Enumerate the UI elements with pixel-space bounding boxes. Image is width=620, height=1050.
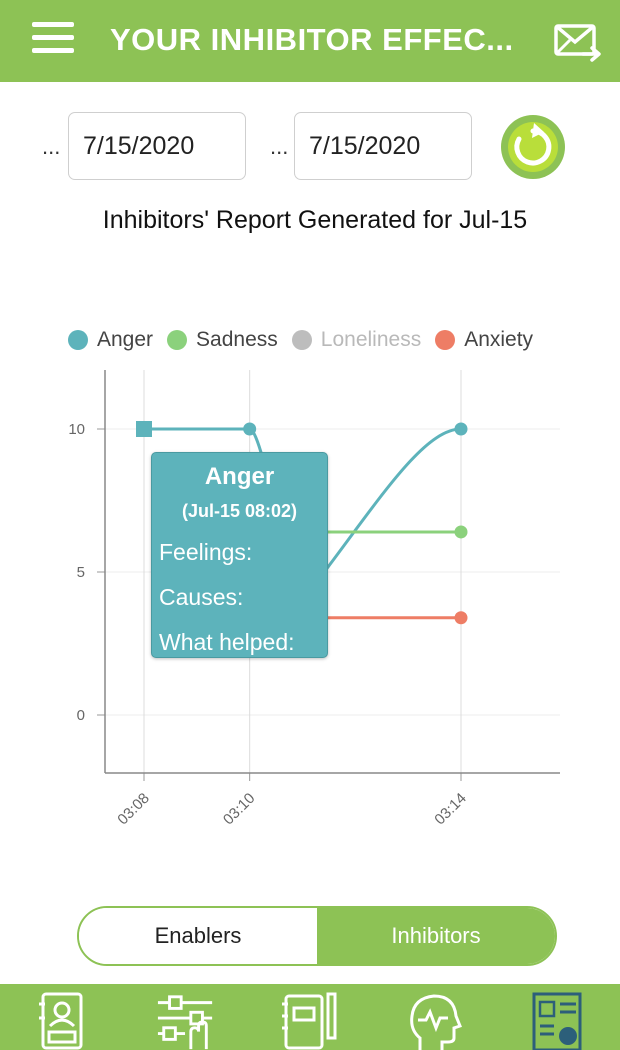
y-tick-label-2: 10 [68,421,85,438]
report-title: Inhibitors' Report Generated for Jul-15 [102,206,528,234]
legend-item-anger[interactable]: Anger [68,328,153,352]
report-chart-icon [532,992,582,1050]
mail-forward-icon[interactable] [553,20,603,64]
date-range-row: ... ... [0,112,620,182]
enablers-tab[interactable]: Enablers [79,908,317,964]
series-point-sadness-1 [454,525,468,539]
app-header: YOUR INHIBITOR EFFEC... [0,0,620,82]
x-tick-label-1: 03:10 [220,790,259,829]
x-tick-label-2: 03:14 [431,790,470,829]
legend-item-sadness[interactable]: Sadness [167,328,278,352]
legend-item-loneliness[interactable]: Loneliness [291,328,422,352]
page-title: YOUR INHIBITOR EFFEC... [110,22,514,57]
legend-dot-anger [68,330,88,350]
legend-dot-anxiety [435,330,456,350]
enablers-inhibitors-toggle: Enablers Inhibitors [77,906,557,966]
y-tick-label-1: 5 [77,564,85,581]
nav-contacts[interactable] [32,984,92,1050]
series-point-anger-3 [454,422,468,436]
inhibitors-tab[interactable]: Inhibitors [317,908,555,964]
legend-label-anger: Anger [97,328,154,351]
end-date-input[interactable] [294,112,472,180]
tooltip-causes: Causes: [159,584,244,610]
hamburger-menu-icon[interactable] [32,22,74,56]
chart-tooltip: Anger (Jul-15 08:02) Feelings: Causes: W… [151,452,328,658]
start-date-input[interactable] [68,112,246,180]
legend-dot-loneliness [291,330,312,350]
legend-item-anxiety[interactable]: Anxiety [435,328,533,352]
legend-label-anxiety: Anxiety [464,328,534,351]
y-tick-label-0: 0 [77,707,85,724]
tooltip-title: Anger [204,463,275,490]
x-tick-label-0: 03:08 [114,790,153,829]
contacts-book-icon [39,992,83,1050]
chart-legend: Anger Sadness Loneliness Anxiety [68,325,533,355]
series-point-anxiety-1 [454,611,468,625]
nav-reports[interactable] [528,984,588,1050]
sliders-hand-icon [157,995,213,1050]
journal-pen-icon [282,992,337,1050]
refresh-icon[interactable] [500,114,566,180]
head-mind-icon [410,994,462,1050]
tooltip-what-helped: What helped: [159,629,295,655]
tooltip-time: (Jul-15 08:02) [181,501,298,521]
tooltip-feelings: Feelings: [159,539,253,565]
nav-adjustments[interactable] [156,984,216,1050]
legend-dot-sadness [167,330,188,350]
nav-journal[interactable] [280,984,340,1050]
legend-label-loneliness: Loneliness [320,328,422,351]
series-point-anger-0 [136,421,152,437]
series-point-anger-1 [243,422,257,436]
end-date-prefix: ... [270,134,289,159]
legend-label-sadness: Sadness [196,328,278,351]
nav-mind[interactable] [404,984,464,1050]
bottom-nav-bar [0,984,620,1050]
start-date-prefix: ... [42,134,61,159]
